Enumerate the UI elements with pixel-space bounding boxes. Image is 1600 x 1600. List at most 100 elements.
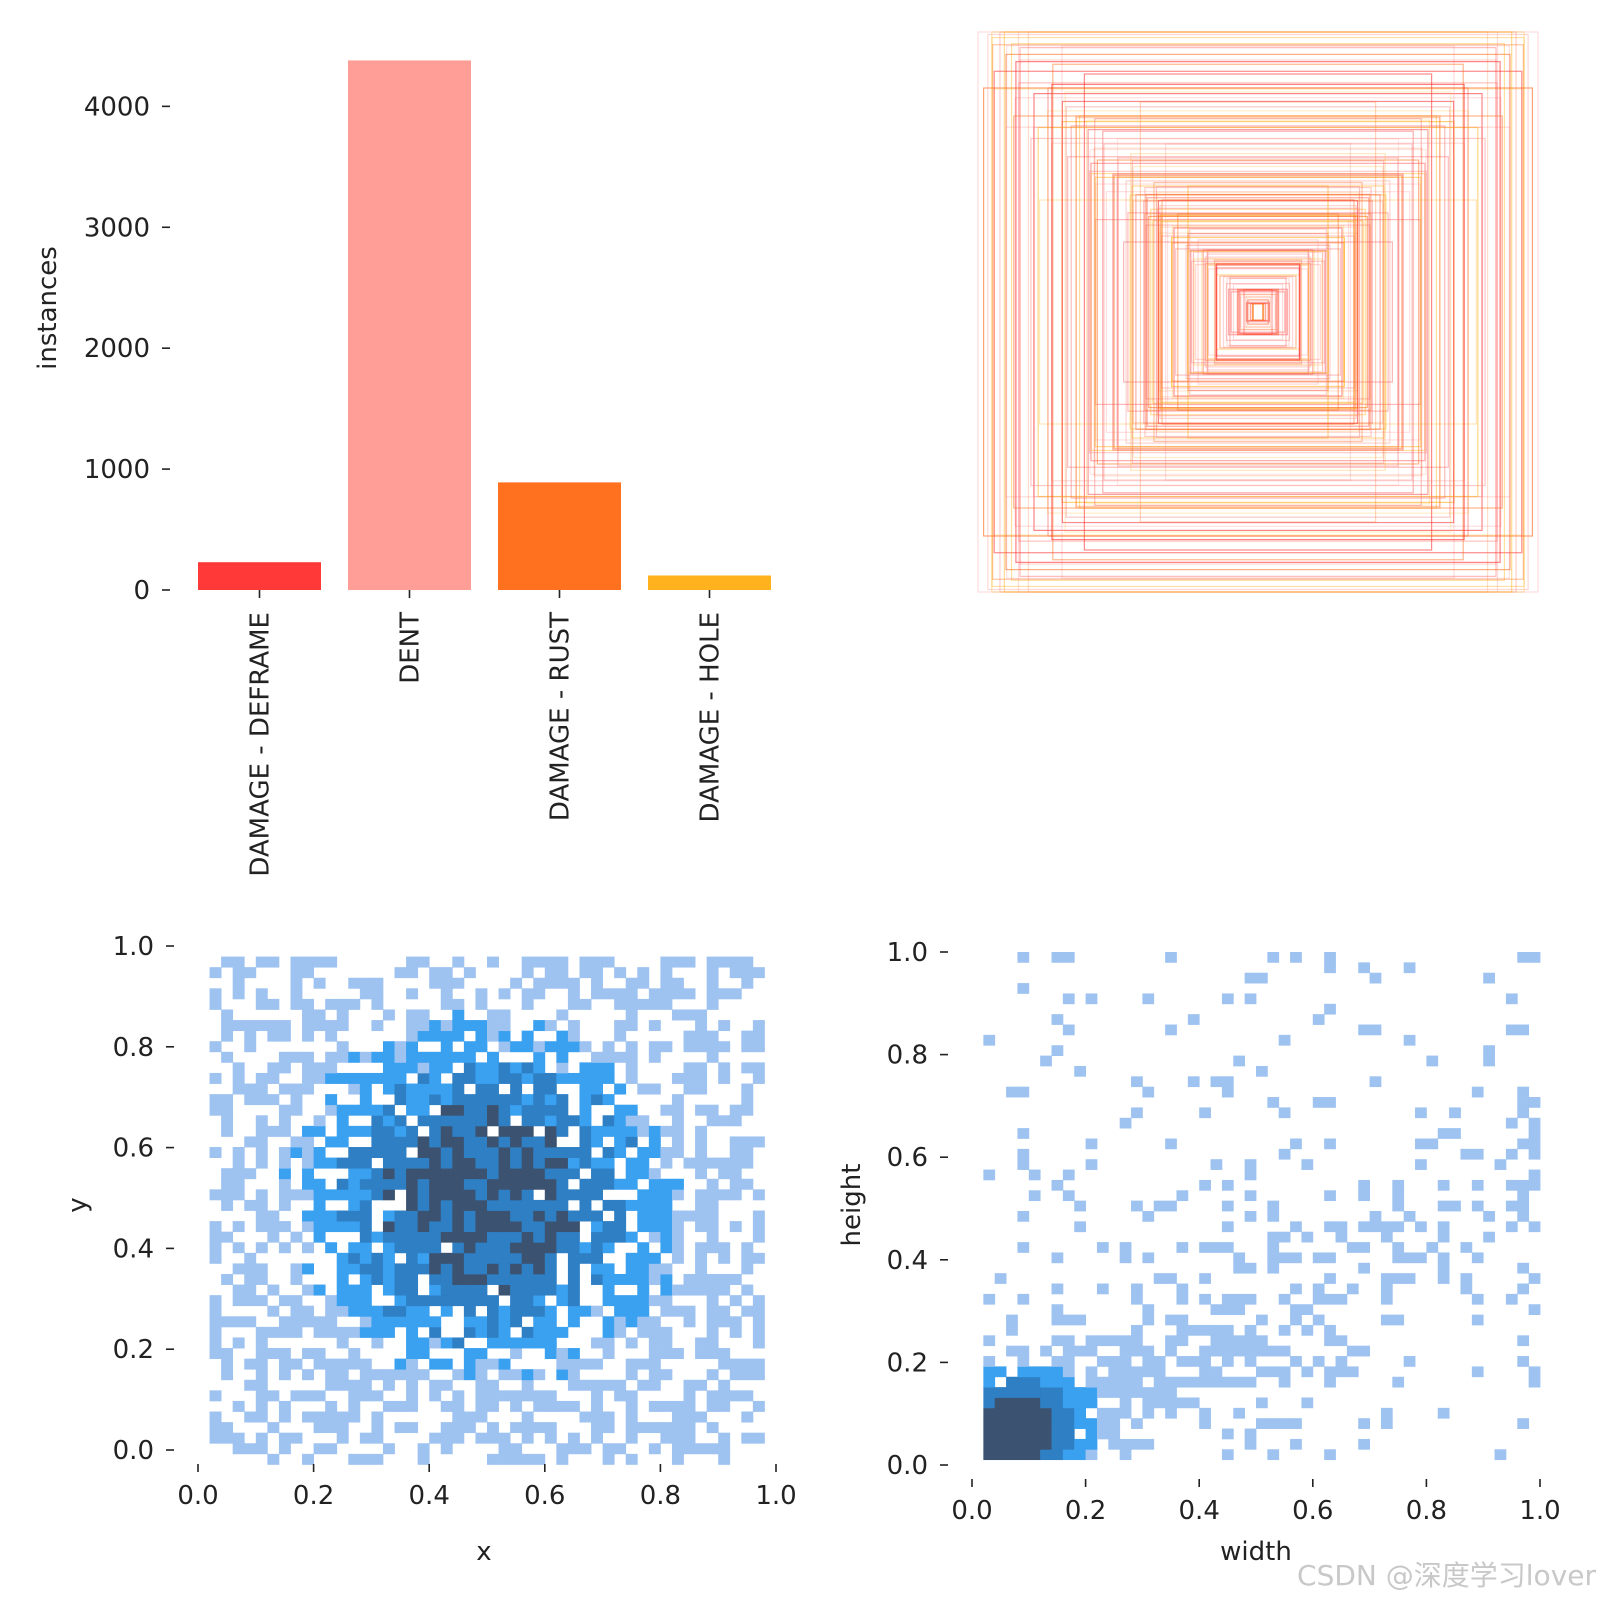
xy-hist-cell [278, 1242, 291, 1254]
wh-hist-cell [1187, 1376, 1200, 1388]
wh-hist-cell [1051, 1252, 1064, 1264]
xy-hist-cell [521, 1369, 534, 1381]
wh-hist-cell [1517, 1190, 1530, 1202]
xy-hist-cell [533, 1295, 546, 1307]
wh-hist-cell [1131, 1200, 1143, 1212]
xy-hist-cell [637, 1115, 650, 1127]
xy-hist-cell [533, 1422, 546, 1434]
xy-hist-cell [348, 1252, 361, 1264]
wh-hist-cell [1346, 1242, 1359, 1253]
wh-hist-cell [1221, 1356, 1234, 1367]
wh-hist-cell [1290, 952, 1302, 963]
wh-hist-cell [1483, 1231, 1495, 1243]
xy-hist-cell [267, 1422, 280, 1434]
xy-hist-cell [487, 1115, 499, 1127]
xy-hist-cell [648, 1178, 661, 1190]
xy-hist-cell [487, 1199, 499, 1211]
wh-hist-cell [1471, 1252, 1484, 1264]
wh-hist-cell [1062, 1335, 1075, 1347]
xy-hist-cell [567, 1369, 580, 1381]
wh-hist-cell [1028, 1428, 1041, 1440]
xy-hist-cell [591, 1432, 603, 1444]
wh-hist-cell [1426, 1055, 1439, 1067]
bounding-box [1013, 115, 1503, 509]
xy-hist-cell [209, 1390, 222, 1402]
xy-hist-cell [510, 1263, 523, 1275]
bar-series [198, 60, 771, 590]
xy-hist-cell [371, 1051, 384, 1063]
wh-hist-cell [1312, 1097, 1325, 1108]
wh-hist-cell [1006, 1418, 1018, 1429]
xy-hist-cell [556, 1051, 569, 1063]
xy-hist-cell [637, 1305, 650, 1317]
xy-hist-cell [382, 1273, 395, 1285]
xy-hist-cell [359, 1094, 372, 1106]
xy-hist-cell [290, 1326, 303, 1338]
xy-hist-cell [591, 1125, 603, 1137]
xy-hist-cell [637, 1326, 650, 1338]
xy-hist-cell [706, 1051, 719, 1063]
xy-hist-cell [487, 1094, 499, 1106]
xy-hist-cell [302, 1030, 314, 1042]
bounding-box [1075, 117, 1441, 507]
xy-hist-cell [498, 1432, 511, 1444]
wh-hist-cell [1006, 1438, 1018, 1450]
xy-hist-cell [267, 1231, 280, 1243]
xy-hist-cell [567, 1305, 580, 1317]
xy-hist-cell [348, 1083, 361, 1095]
xy-hist-cell [591, 1337, 603, 1349]
xy-hist-cell [371, 1337, 384, 1349]
wh-y-tick-label: 0.8 [887, 1041, 928, 1071]
xy-hist-cell [394, 967, 407, 979]
xy-hist-cell [671, 1189, 684, 1201]
wh-hist-cell [1131, 1376, 1143, 1388]
xy-hist-cell [510, 1348, 523, 1360]
xy-hist-cell [232, 1284, 245, 1296]
wh-hist-cell [1380, 1283, 1393, 1295]
bar-x-axis: DAMAGE - DEFRAME DENT DAMAGE - RUST DAMAGE … [246, 590, 726, 877]
xy-hist-cell [579, 1199, 592, 1211]
xy-hist-cell [417, 1263, 430, 1275]
xy-hist-cell [440, 1379, 453, 1391]
wh-y-axis-label: height [837, 1164, 867, 1247]
xy-hist-cell [752, 1221, 765, 1233]
wh-hist-cell [1267, 1211, 1280, 1222]
bounding-box [987, 33, 1529, 591]
xy-hist-cell [475, 1358, 488, 1370]
xy-hist-cell [602, 1348, 615, 1360]
xy-hist-cell [325, 1104, 338, 1116]
xy-hist-cell [244, 1252, 257, 1264]
bounding-box [1251, 303, 1265, 322]
xy-hist-cell [452, 1178, 465, 1190]
xy-hist-cell [475, 1390, 488, 1402]
xy-hist-cell [221, 1104, 234, 1116]
wh-hist-cell [1517, 1418, 1530, 1429]
xy-hist-cell [475, 998, 488, 1010]
wh-hist-cell [1210, 1242, 1223, 1253]
wh-hist-cell [1199, 1407, 1211, 1419]
xy-y-tick-label: 0.2 [113, 1335, 154, 1365]
xy-hist-cell [359, 1168, 372, 1180]
xy-hist-cell [452, 1115, 465, 1127]
wh-hist-cell [1210, 1366, 1223, 1378]
wh-hist-cell [1187, 1014, 1200, 1025]
xy-hist-cell [336, 1273, 349, 1285]
xy-hist-cell [533, 1252, 546, 1264]
xy-hist-cell [660, 1041, 673, 1053]
xy-hist-cell [302, 1009, 314, 1021]
xy-hist-cell [244, 1083, 257, 1095]
xy-hist-cell [648, 1263, 661, 1275]
xy-hist-cell [544, 1273, 557, 1285]
xy-hist-cell [359, 1252, 372, 1264]
xy-histogram-cells [209, 956, 765, 1465]
wh-hist-cell [1028, 1366, 1041, 1378]
xy-hist-cell [255, 1072, 268, 1084]
xy-hist-cell [440, 1083, 453, 1095]
wh-hist-cell [1006, 1387, 1018, 1398]
xy-hist-cell [394, 1178, 407, 1190]
xy-hist-cell [440, 1115, 453, 1127]
xy-hist-cell [579, 1083, 592, 1095]
xy-hist-cell [671, 1443, 684, 1455]
wh-hist-cell [1449, 1128, 1461, 1139]
wh-hist-cell [1119, 1376, 1132, 1388]
